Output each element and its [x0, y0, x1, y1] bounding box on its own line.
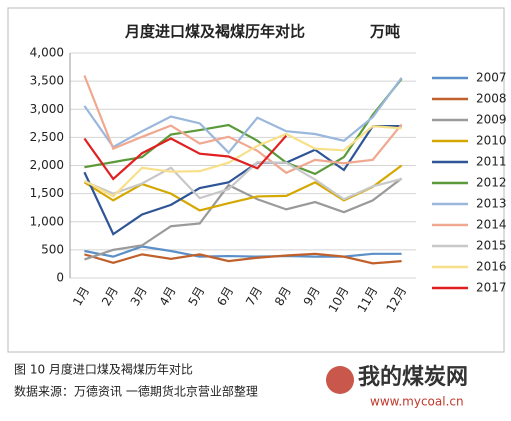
legend-label: 2009 [476, 113, 507, 127]
x-tick-label: 12月 [383, 284, 409, 315]
x-tick-label: 4月 [157, 284, 179, 308]
line-series [83, 161, 402, 201]
legend-label: 2007 [476, 71, 507, 85]
x-tick-label: 11月 [355, 284, 381, 315]
y-tick-label: 3,500 [30, 74, 64, 88]
y-tick-label: 0 [56, 271, 64, 285]
x-tick-label: 8月 [272, 284, 294, 308]
x-tick-label: 1月 [70, 284, 92, 308]
y-tick-label: 2,500 [30, 130, 64, 144]
y-tick-label: 3,000 [30, 102, 64, 116]
line-series [83, 134, 288, 181]
x-tick-label: 10月 [326, 284, 352, 315]
x-tick-label: 6月 [214, 284, 236, 308]
x-tick-label: 2月 [99, 284, 121, 308]
legend-label: 2008 [476, 92, 507, 106]
y-tick-label: 2,000 [30, 158, 64, 172]
x-tick-label: 7月 [243, 284, 265, 308]
source: 数据来源：万德资讯 一德期货北京营业部整理 [14, 384, 258, 399]
legend-label: 2013 [476, 197, 507, 211]
y-tick-label: 4,000 [30, 46, 64, 60]
line-series [83, 77, 403, 155]
watermark: 我的煤炭网 [358, 364, 468, 390]
x-tick-label: 3月 [128, 284, 150, 308]
watermark-logo [326, 366, 354, 394]
line-series [83, 124, 402, 198]
line-series [84, 177, 403, 261]
chart-title: 月度进口煤及褐煤历年对比 [124, 23, 305, 41]
y-tick-label: 1,000 [30, 214, 64, 228]
watermark-url: www.mycoal.cn [370, 395, 464, 409]
legend-label: 2014 [476, 218, 507, 232]
line-series [84, 252, 402, 265]
legend-label: 2011 [476, 155, 507, 169]
line-series [84, 78, 403, 176]
legend-label: 2010 [476, 134, 507, 148]
unit-label: 万吨 [369, 23, 400, 41]
chart-frame [7, 7, 505, 353]
y-tick-label: 1,500 [30, 186, 64, 200]
legend-label: 2017 [476, 281, 507, 295]
caption: 图 10 月度进口煤及褐煤历年对比 [14, 362, 193, 377]
legend-label: 2012 [476, 176, 507, 190]
legend-label: 2016 [476, 260, 507, 274]
line-series [83, 75, 403, 175]
x-tick-label: 5月 [185, 284, 207, 308]
y-tick-label: 500 [41, 242, 64, 256]
line-series [84, 245, 402, 258]
x-tick-label: 9月 [301, 284, 323, 308]
legend-label: 2015 [476, 239, 507, 253]
